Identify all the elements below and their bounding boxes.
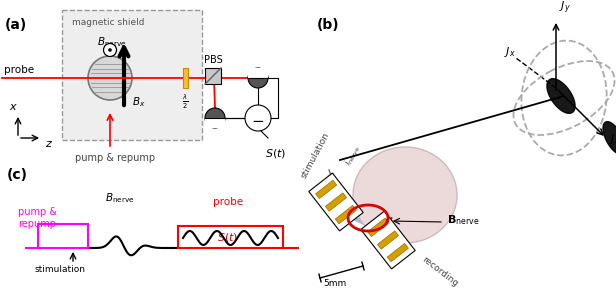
Text: $J_z$: $J_z$ <box>609 132 616 146</box>
Text: (c): (c) <box>7 168 28 182</box>
Circle shape <box>103 44 116 56</box>
Text: probe: probe <box>4 65 34 75</box>
Bar <box>38 224 88 248</box>
Text: $B_{\rm nerve}$: $B_{\rm nerve}$ <box>97 35 126 49</box>
Bar <box>178 226 283 248</box>
Polygon shape <box>368 218 389 236</box>
Circle shape <box>248 68 268 88</box>
Bar <box>182 68 187 88</box>
Text: pump & repump: pump & repump <box>75 153 155 163</box>
Text: (a): (a) <box>5 18 27 32</box>
Polygon shape <box>378 231 399 249</box>
Text: 5mm: 5mm <box>323 279 347 288</box>
Text: $S(t)$: $S(t)$ <box>265 147 286 160</box>
Text: magnetic shield: magnetic shield <box>72 18 145 27</box>
Text: $x$: $x$ <box>9 102 17 112</box>
Text: probe: probe <box>213 197 243 207</box>
Bar <box>205 68 221 84</box>
Text: (b): (b) <box>317 18 339 32</box>
Text: recording: recording <box>420 255 460 289</box>
Text: $i_{\rm nerve}$: $i_{\rm nerve}$ <box>342 142 363 168</box>
Text: stimulation: stimulation <box>299 131 331 180</box>
Text: PBS: PBS <box>204 55 222 65</box>
Text: $z$: $z$ <box>45 139 53 149</box>
Text: $-$: $-$ <box>251 112 265 127</box>
Polygon shape <box>387 244 408 262</box>
Text: $J_x$: $J_x$ <box>504 45 516 59</box>
Text: $\mathbf{B}_{\rm nerve}$: $\mathbf{B}_{\rm nerve}$ <box>447 213 479 227</box>
Polygon shape <box>603 122 616 154</box>
Text: $J_y$: $J_y$ <box>559 0 571 16</box>
Text: $S(t)$: $S(t)$ <box>217 232 238 244</box>
Bar <box>205 118 225 128</box>
Circle shape <box>88 56 132 100</box>
Text: $\frac{\lambda}{2}$: $\frac{\lambda}{2}$ <box>182 93 188 111</box>
Circle shape <box>205 108 225 128</box>
Text: $B_x$: $B_x$ <box>132 95 145 109</box>
Ellipse shape <box>353 147 457 243</box>
Polygon shape <box>325 193 347 211</box>
Polygon shape <box>335 206 357 224</box>
Bar <box>248 68 268 78</box>
Polygon shape <box>315 180 337 199</box>
Circle shape <box>245 105 271 131</box>
FancyBboxPatch shape <box>62 10 202 140</box>
Polygon shape <box>547 79 575 113</box>
Text: stimulation: stimulation <box>34 265 86 274</box>
Polygon shape <box>309 173 363 231</box>
Polygon shape <box>361 211 415 269</box>
Text: pump &
repump: pump & repump <box>18 207 57 229</box>
Circle shape <box>108 48 111 52</box>
Text: $B_{\rm nerve}$: $B_{\rm nerve}$ <box>105 191 135 205</box>
